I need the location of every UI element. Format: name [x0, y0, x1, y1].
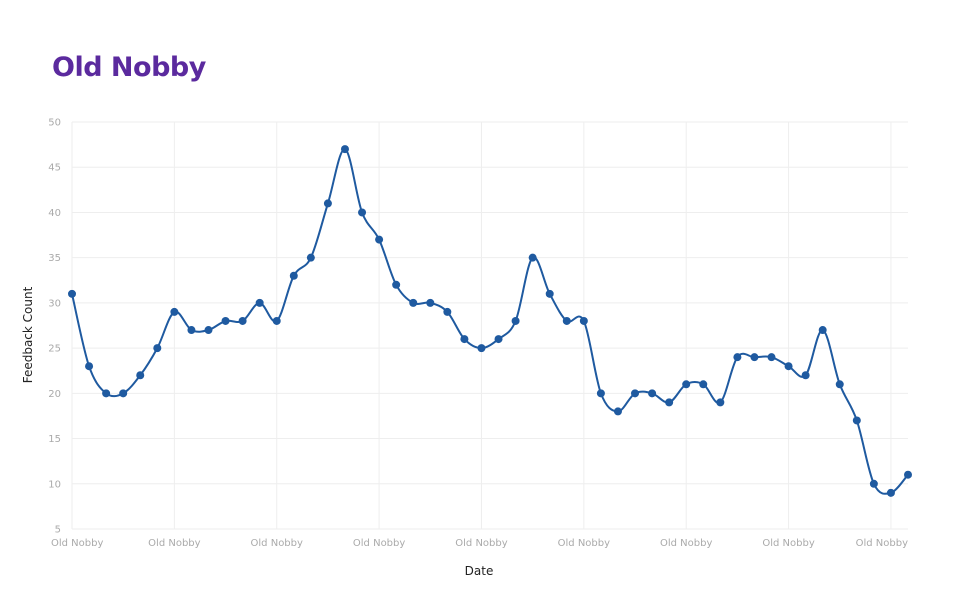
x-tick-label: Old Nobby: [455, 538, 507, 549]
data-point: [716, 398, 725, 407]
data-point: [579, 316, 588, 325]
y-tick-label: 45: [48, 163, 61, 174]
x-tick-label: Old Nobby: [51, 538, 103, 549]
data-point: [238, 316, 247, 325]
data-point: [511, 316, 520, 325]
grid-lines: [71, 121, 908, 530]
x-tick-label: Old Nobby: [558, 538, 610, 549]
series-line: [71, 148, 909, 495]
y-tick-label: 50: [48, 118, 61, 129]
y-tick-label: 5: [55, 525, 61, 536]
y-tick-label: 25: [48, 344, 61, 355]
data-point: [68, 289, 76, 298]
y-axis-label: Feedback Count: [21, 286, 35, 383]
data-point: [409, 298, 418, 307]
data-point: [119, 389, 128, 398]
data-point: [784, 362, 793, 371]
data-point: [631, 389, 640, 398]
data-point: [904, 470, 912, 479]
data-point: [767, 353, 776, 362]
x-axis-label: Date: [465, 564, 494, 578]
data-point: [392, 280, 401, 289]
y-tick-label: 40: [48, 208, 61, 219]
y-tick-label: 15: [48, 434, 61, 445]
x-axis-ticks: Old Nobby Old Nobby Old Nobby Old Nobby Old …: [51, 538, 908, 549]
x-tick-label: Old Nobby: [762, 538, 814, 549]
data-point: [272, 316, 281, 325]
data-point: [596, 389, 605, 398]
data-point: [136, 371, 145, 380]
data-point: [289, 271, 298, 280]
y-tick-label: 35: [48, 253, 61, 264]
data-point: [562, 316, 571, 325]
data-point: [852, 416, 861, 425]
data-point: [613, 407, 622, 416]
data-point: [255, 298, 264, 307]
data-point: [682, 380, 691, 389]
data-point: [358, 208, 367, 217]
data-point: [443, 307, 452, 316]
y-tick-label: 30: [48, 298, 61, 309]
data-point: [835, 380, 844, 389]
data-point: [170, 307, 179, 316]
data-point: [460, 335, 469, 344]
data-point: [648, 389, 657, 398]
data-point: [102, 389, 111, 398]
x-tick-label: Old Nobby: [856, 538, 908, 549]
data-points: [68, 145, 912, 497]
y-tick-label: 20: [48, 389, 61, 400]
data-point: [477, 344, 486, 353]
data-point: [750, 353, 759, 362]
data-point: [545, 289, 554, 298]
data-point: [221, 316, 230, 325]
data-point: [340, 145, 349, 154]
data-point: [665, 398, 674, 407]
data-point: [494, 335, 503, 344]
data-point: [375, 235, 384, 244]
x-tick-label: Old Nobby: [660, 538, 712, 549]
data-point: [886, 488, 895, 497]
data-point: [306, 253, 315, 262]
data-point: [699, 380, 708, 389]
data-point: [204, 326, 213, 335]
data-point: [528, 253, 537, 262]
chart-title: Old Nobby: [52, 52, 206, 83]
data-point: [187, 326, 196, 335]
data-point: [818, 326, 827, 335]
y-axis-ticks: 5 10 15 20 25 30 35 40 45 50: [48, 118, 61, 536]
data-point: [801, 371, 810, 380]
y-tick-label: 10: [48, 479, 61, 490]
x-tick-label: Old Nobby: [353, 538, 405, 549]
data-point: [323, 199, 332, 208]
x-tick-label: Old Nobby: [251, 538, 303, 549]
data-point: [85, 362, 94, 371]
data-point: [869, 479, 878, 488]
x-tick-label: Old Nobby: [148, 538, 200, 549]
data-point: [426, 298, 435, 307]
data-point: [733, 353, 742, 362]
data-point: [153, 344, 162, 353]
